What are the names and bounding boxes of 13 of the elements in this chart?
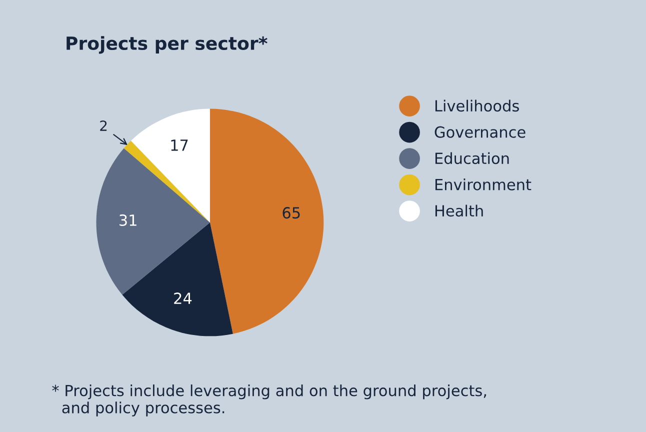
chart-title: Projects per sector* xyxy=(66,36,268,54)
data-label: 17 xyxy=(171,140,188,151)
data-label: 65 xyxy=(282,207,300,219)
data-label: 31 xyxy=(120,214,136,226)
legend-label: Environment xyxy=(435,178,532,190)
text: * Projects include leveraging and on the ground projects, and policy processes. xyxy=(52,384,486,416)
legend-label: Livelihoods xyxy=(435,100,519,112)
legend-label: Education xyxy=(435,152,509,164)
legend-label: Governance xyxy=(434,126,526,138)
data-label: 24 xyxy=(174,292,192,304)
data-label: 2 xyxy=(100,120,107,131)
legend-label: Health xyxy=(435,204,483,217)
pie-slice xyxy=(210,108,324,334)
